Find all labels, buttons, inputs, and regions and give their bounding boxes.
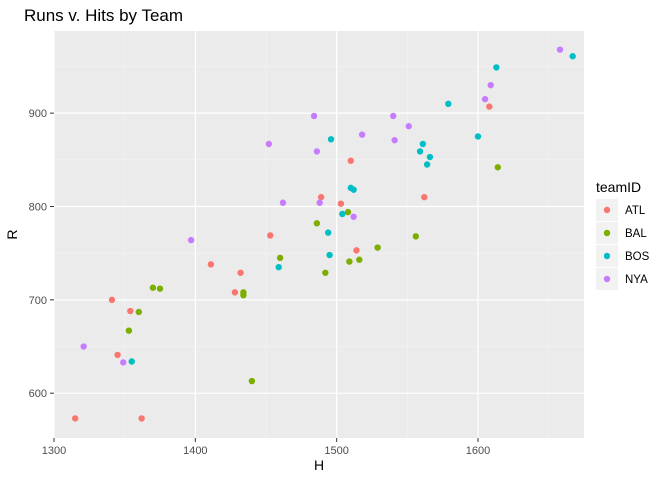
point-bos (350, 186, 357, 193)
point-atl (421, 193, 428, 201)
point-bos (474, 133, 482, 140)
legend-label-bos: BOS (625, 251, 650, 263)
y-axis-title: R (4, 229, 20, 239)
point-bos (324, 229, 332, 236)
point-bal (276, 254, 284, 262)
point-nya (316, 199, 323, 206)
point-bos (423, 161, 431, 168)
point-bal (374, 244, 381, 251)
point-nya (187, 236, 195, 244)
point-atl (108, 296, 116, 304)
legend-label-nya: NYA (625, 274, 648, 286)
point-atl (267, 232, 274, 239)
point-nya (120, 359, 127, 366)
point-nya (80, 343, 87, 350)
point-atl (138, 415, 145, 422)
point-bos (445, 100, 452, 108)
x-tick-label: 1500 (324, 445, 348, 457)
point-atl (207, 261, 215, 268)
point-nya (391, 137, 398, 144)
point-bal (313, 220, 321, 227)
major-gridlines (53, 31, 584, 438)
legend-label-atl: ATL (625, 205, 646, 217)
point-bal (356, 256, 363, 263)
y-tick-label: 900 (29, 108, 47, 120)
point-bos (326, 251, 333, 259)
point-nya (279, 199, 287, 206)
point-nya (405, 123, 412, 130)
y-tick-label: 800 (29, 201, 47, 213)
point-bos (339, 210, 346, 218)
point-bos (416, 148, 424, 155)
y-tick-label: 600 (29, 388, 47, 400)
plot-panel (54, 31, 584, 438)
x-tick-label: 1600 (466, 445, 490, 457)
point-bal (346, 258, 353, 265)
point-bos (493, 64, 500, 71)
legend-swatch-bal (603, 229, 611, 237)
point-nya (390, 112, 397, 120)
point-atl (486, 103, 493, 110)
point-bal (135, 308, 142, 316)
point-nya (556, 46, 564, 53)
chart-title: Runs v. Hits by Team (24, 6, 183, 25)
legend-label-bal: BAL (625, 228, 647, 240)
point-atl (72, 415, 79, 422)
point-bal (248, 377, 256, 385)
point-bal (240, 291, 247, 299)
point-bos (327, 136, 335, 143)
point-atl (127, 307, 134, 315)
point-nya (487, 81, 494, 89)
point-bal (149, 284, 157, 291)
point-atl (337, 200, 345, 207)
point-bos (569, 53, 576, 60)
point-bal (344, 208, 352, 216)
point-bos (419, 140, 427, 148)
point-atl (237, 269, 244, 276)
x-tick-label: 1300 (42, 445, 66, 457)
point-atl (353, 247, 360, 254)
point-bal (322, 269, 329, 276)
point-nya (358, 131, 366, 138)
point-nya (481, 95, 489, 103)
y-tick-label: 700 (29, 295, 47, 307)
x-axis-title: H (314, 457, 324, 473)
legend-swatch-atl (603, 206, 611, 214)
point-atl (317, 193, 325, 201)
point-nya (265, 140, 273, 148)
point-nya (350, 213, 357, 220)
point-bal (156, 285, 164, 292)
point-nya (313, 148, 321, 155)
point-bos (128, 358, 135, 365)
point-bos (426, 153, 434, 161)
point-bal (412, 233, 420, 240)
legend-title: teamID (596, 179, 641, 195)
point-atl (347, 157, 354, 164)
data-points (72, 46, 576, 422)
point-nya (310, 112, 318, 120)
point-bal (125, 327, 133, 334)
axis-ticks: 1300 1400 1500 1600 600 700 800 900 (29, 108, 491, 457)
legend-swatch-nya (603, 275, 611, 283)
point-atl (231, 289, 239, 296)
point-atl (114, 351, 121, 359)
point-bal (494, 164, 501, 171)
point-bos (275, 263, 282, 271)
legend: teamID ATL BAL BOS NYA (596, 179, 650, 290)
x-tick-label: 1400 (183, 445, 207, 457)
minor-gridlines (54, 31, 584, 438)
legend-swatch-bos (603, 252, 611, 260)
